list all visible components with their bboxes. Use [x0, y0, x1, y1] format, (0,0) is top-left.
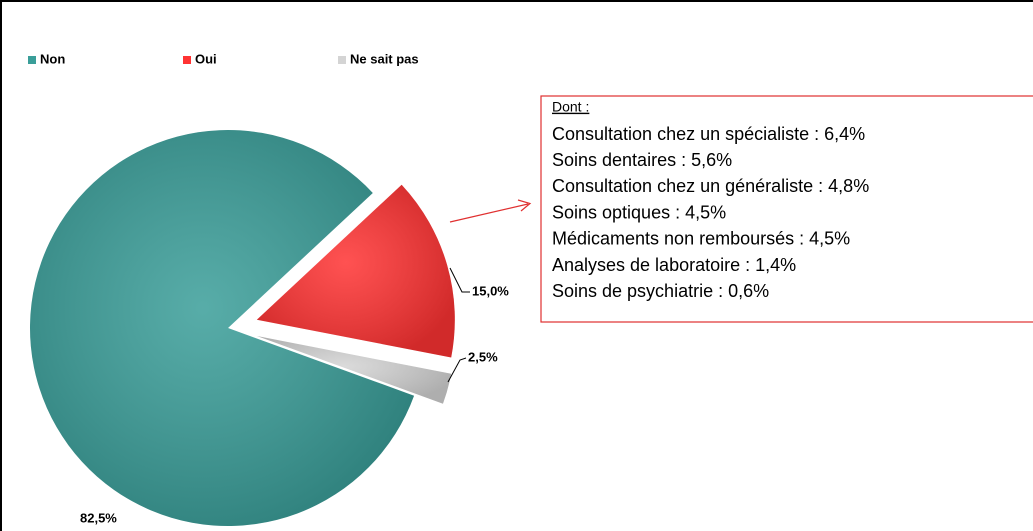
annotation-box: [540, 95, 1033, 323]
legend-label: Ne sait pas: [350, 51, 419, 66]
leader-line: [447, 357, 467, 383]
annotation-line: Soins optiques : 4,5%: [552, 202, 726, 222]
annotation-line: Soins dentaires : 5,6%: [552, 150, 732, 170]
annotation-line: Analyses de laboratoire : 1,4%: [552, 255, 796, 275]
legend-swatch: [338, 56, 346, 64]
leader-line: [449, 267, 470, 293]
annotation-line: Consultation chez un généraliste : 4,8%: [552, 176, 869, 196]
value-label: 82,5%: [80, 510, 117, 525]
slice-shade: [256, 336, 452, 404]
annotation-title: Dont :: [552, 99, 589, 115]
pie: 82,5% 15,0% 2,5%: [30, 129, 509, 526]
legend: Non Oui Ne sait pas: [28, 51, 419, 66]
legend-label: Oui: [195, 51, 217, 66]
legend-label: Non: [40, 51, 65, 66]
legend-swatch: [28, 56, 36, 64]
slice-shade: [256, 184, 455, 358]
value-label: 2,5%: [468, 349, 498, 364]
arrow: [449, 203, 529, 223]
annotation: Consultation chez un spécialiste : 6,4% S…: [552, 124, 869, 301]
slice-shade: [30, 129, 415, 526]
annotation-line: Consultation chez un spécialiste : 6,4%: [552, 124, 865, 144]
value-label: 15,0%: [472, 283, 509, 298]
legend-swatch: [183, 56, 191, 64]
annotation-line: Soins de psychiatrie : 0,6%: [552, 281, 769, 301]
annotation-line: Médicaments non remboursés : 4,5%: [552, 229, 850, 249]
arrow-head: [517, 199, 532, 212]
